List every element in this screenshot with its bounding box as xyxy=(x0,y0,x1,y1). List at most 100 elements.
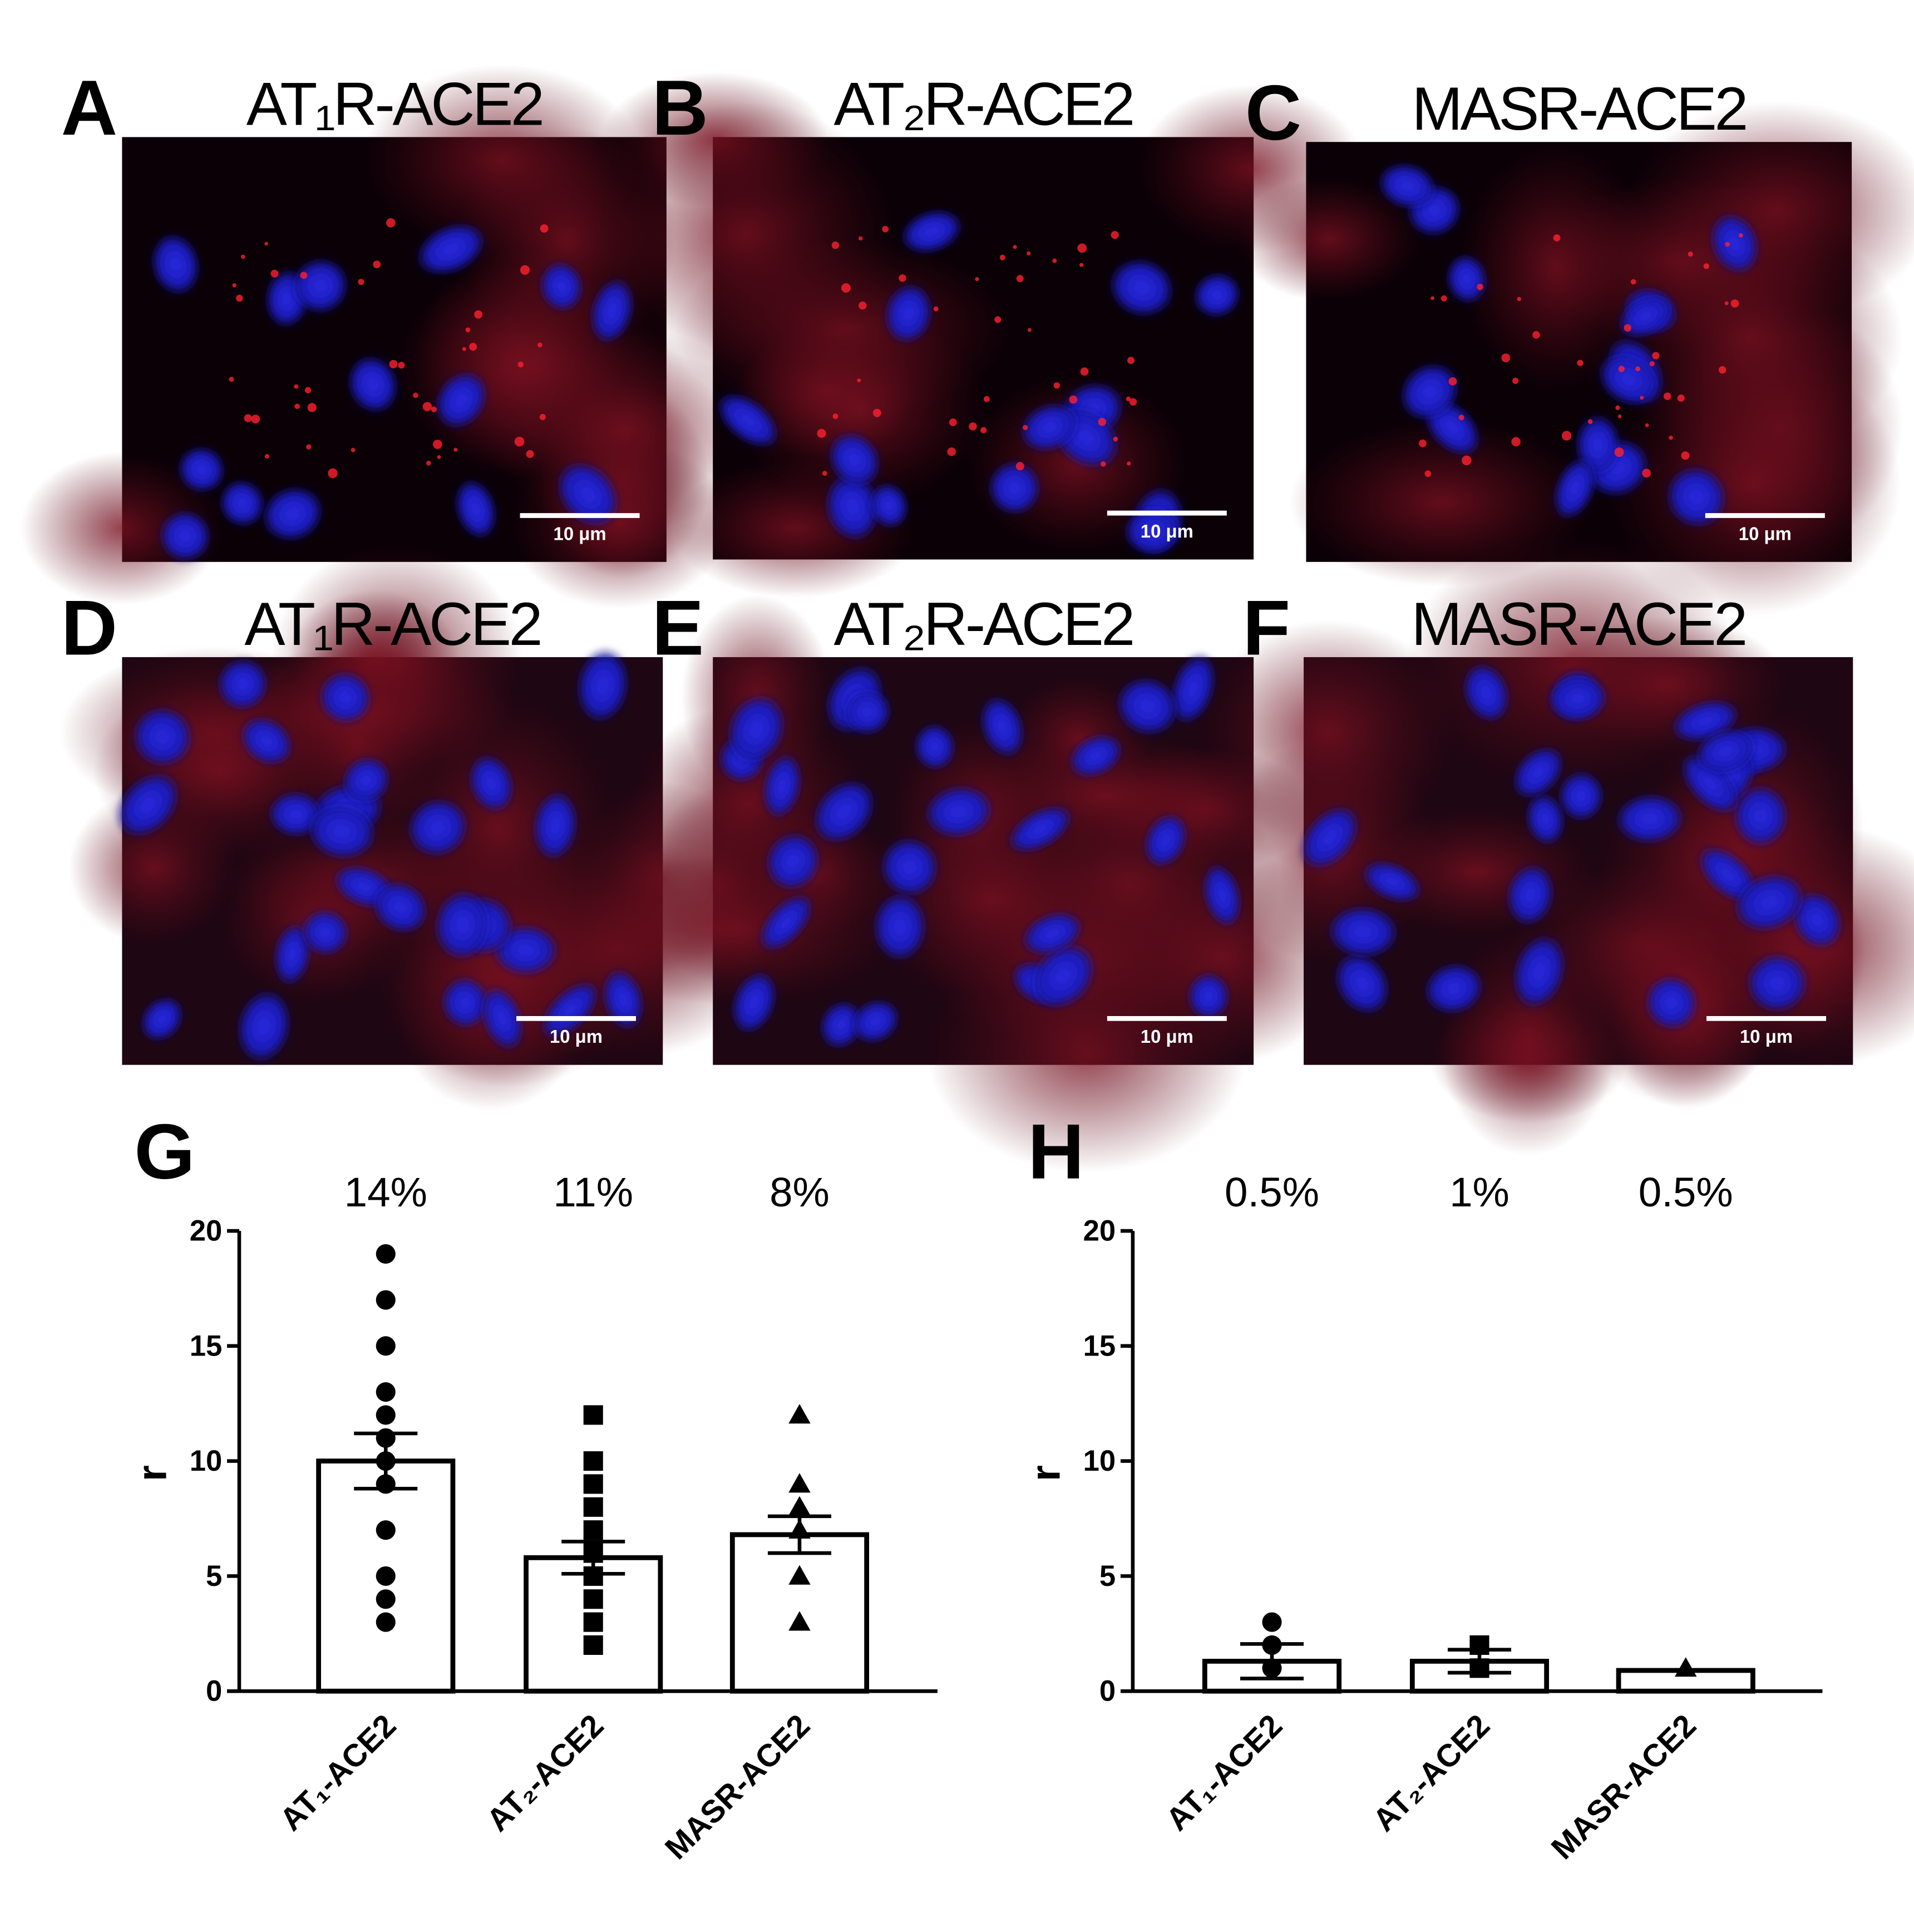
red-puncta xyxy=(1111,231,1119,239)
red-puncta xyxy=(999,254,1005,260)
data-point xyxy=(583,1474,603,1494)
nucleus xyxy=(1009,806,1072,852)
nucleus xyxy=(534,792,578,859)
nucleus xyxy=(302,910,349,955)
red-haze xyxy=(1200,619,1457,845)
red-puncta xyxy=(264,454,269,459)
red-puncta xyxy=(831,241,840,249)
red-puncta xyxy=(229,377,234,382)
nucleus xyxy=(541,982,598,1038)
red-puncta xyxy=(1532,331,1540,339)
data-point xyxy=(788,1404,811,1424)
x-tick-label: MASR-ACE2 xyxy=(1545,1708,1703,1866)
red-puncta xyxy=(1663,392,1671,400)
red-puncta xyxy=(1052,258,1057,263)
micrograph: 10 μm xyxy=(566,594,1351,1173)
red-puncta xyxy=(817,428,826,438)
nucleus xyxy=(442,978,489,1027)
data-point xyxy=(376,1589,396,1609)
red-puncta xyxy=(1079,263,1084,267)
x-tick-label: MASR-ACE2 xyxy=(658,1708,817,1866)
nucleus xyxy=(1710,214,1759,273)
nucleus xyxy=(874,894,926,960)
panel-title: MASR-ACE2 xyxy=(1412,75,1746,143)
red-puncta xyxy=(306,444,312,450)
nucleus xyxy=(1507,865,1553,925)
red-puncta xyxy=(307,403,317,412)
red-puncta xyxy=(1561,431,1572,441)
red-puncta xyxy=(328,468,338,479)
red-puncta xyxy=(1015,462,1024,471)
nucleus xyxy=(241,717,292,765)
x-tick-label: AT₂-ACE2 xyxy=(480,1708,610,1839)
red-puncta xyxy=(236,294,243,302)
x-tick-label: AT₁-ACE2 xyxy=(1159,1708,1289,1838)
nucleus xyxy=(1747,954,1808,1012)
panel-label: G xyxy=(134,1108,195,1195)
nucleus xyxy=(1117,678,1178,735)
red-puncta xyxy=(373,260,381,269)
nucleus xyxy=(718,393,778,447)
nucleus xyxy=(263,487,323,541)
nucleus xyxy=(813,781,875,843)
scale-bar-label: 10 μm xyxy=(554,523,606,544)
nucleus xyxy=(1110,259,1173,317)
nucleus xyxy=(1549,676,1607,722)
red-puncta xyxy=(1688,252,1693,257)
nucleus xyxy=(1301,807,1359,869)
data-point xyxy=(376,1336,396,1356)
x-tick-label: AT₁-ACE2 xyxy=(273,1708,403,1838)
nucleus xyxy=(1695,728,1756,774)
red-puncta xyxy=(426,460,431,466)
nucleus xyxy=(179,447,225,492)
panel-title: AT₁R-ACE2 xyxy=(244,590,540,658)
red-puncta xyxy=(1677,394,1685,402)
nucleus xyxy=(1032,944,1095,1008)
red-puncta xyxy=(1640,396,1644,400)
data-point xyxy=(788,1496,811,1516)
red-puncta xyxy=(1635,366,1641,372)
nucleus xyxy=(408,799,467,856)
nucleus xyxy=(1379,164,1436,209)
red-puncta xyxy=(537,342,542,348)
nucleus xyxy=(1554,457,1596,519)
red-puncta xyxy=(822,471,827,476)
red-haze xyxy=(566,854,904,1006)
red-puncta xyxy=(389,359,398,368)
red-puncta xyxy=(1511,437,1521,446)
data-point xyxy=(583,1589,603,1609)
nucleus xyxy=(1513,936,1565,1008)
red-puncta xyxy=(232,283,236,288)
red-puncta xyxy=(1501,353,1511,362)
red-puncta xyxy=(453,447,458,452)
red-puncta xyxy=(1053,382,1060,389)
red-puncta xyxy=(1127,461,1131,466)
red-puncta xyxy=(1649,361,1655,367)
nucleus xyxy=(760,895,812,950)
red-haze xyxy=(1600,216,1902,460)
red-puncta xyxy=(859,301,867,310)
red-puncta xyxy=(1080,367,1089,376)
data-point xyxy=(376,1612,396,1632)
panel-title: MASR-ACE2 xyxy=(1411,590,1745,658)
nucleus xyxy=(763,755,801,817)
nucleus xyxy=(852,1000,899,1043)
data-point xyxy=(376,1382,396,1402)
nucleus xyxy=(732,972,776,1033)
nucleus xyxy=(435,891,490,959)
nucleus xyxy=(869,484,908,528)
red-puncta xyxy=(539,413,546,421)
panel-label: A xyxy=(61,64,117,151)
data-point xyxy=(583,1566,603,1586)
nucleus xyxy=(1526,794,1564,844)
red-puncta xyxy=(857,378,861,382)
red-puncta xyxy=(1624,324,1631,332)
micrograph: 10 μm xyxy=(21,65,761,609)
nucleus xyxy=(1363,861,1421,902)
nucleus xyxy=(820,1002,862,1048)
red-puncta xyxy=(431,406,437,412)
data-point xyxy=(788,1473,811,1493)
x-tick-label: AT₂-ACE2 xyxy=(1366,1708,1497,1839)
nucleus xyxy=(1646,977,1698,1029)
red-puncta xyxy=(1027,328,1032,332)
